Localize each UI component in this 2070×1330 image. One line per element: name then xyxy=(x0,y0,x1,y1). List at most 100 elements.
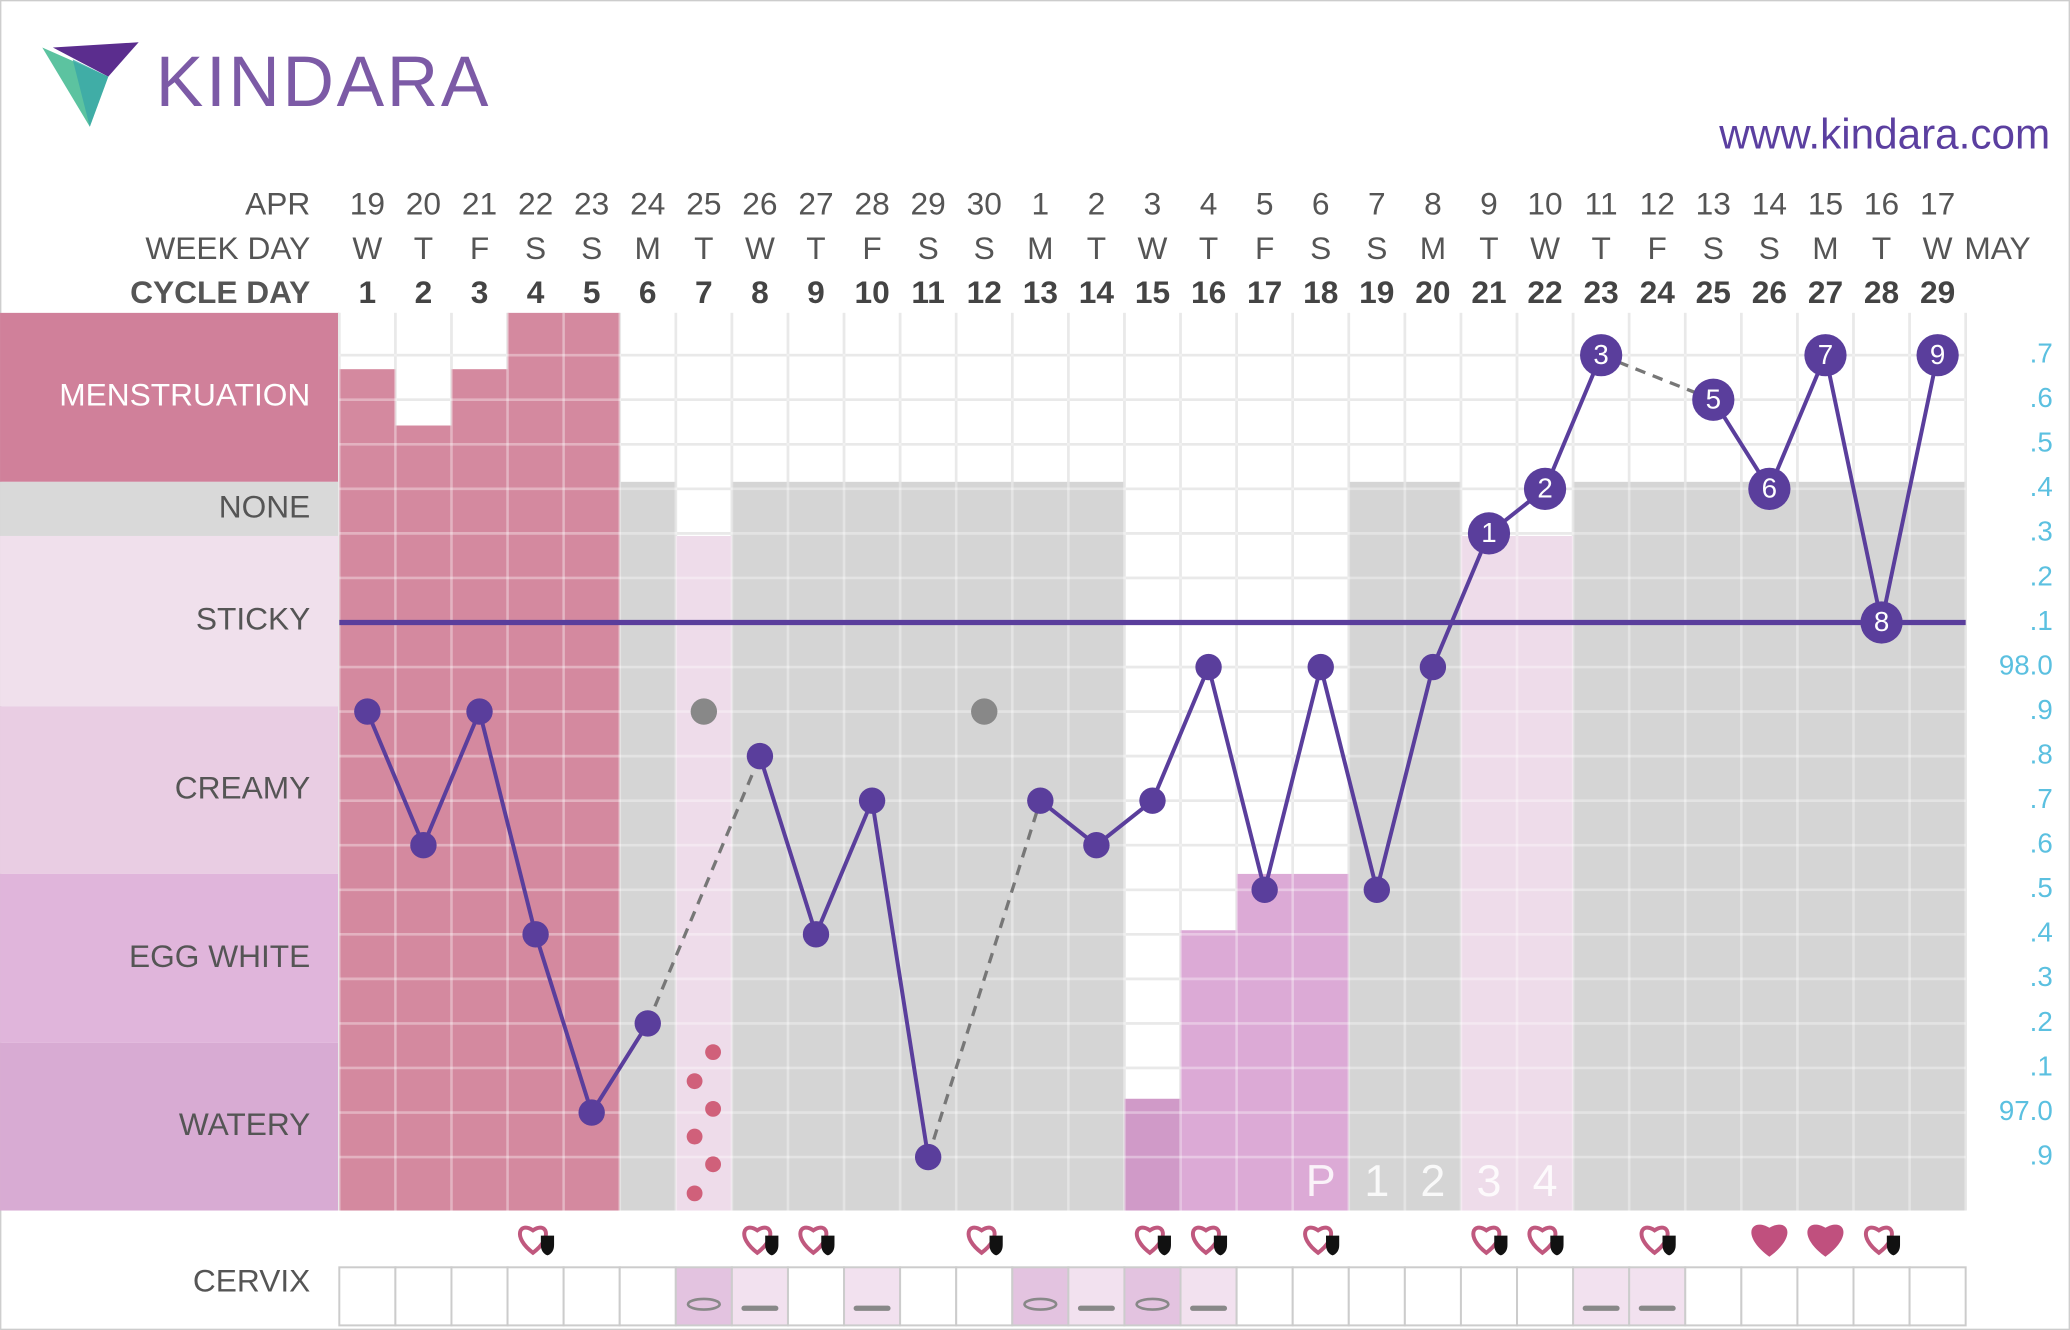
cervix-open xyxy=(686,1297,721,1311)
fluid-column xyxy=(1180,930,1237,1211)
y2-tick-label: 98.0 xyxy=(1999,649,2053,680)
date-header: APR xyxy=(245,185,310,221)
weekday-label: S xyxy=(1366,230,1387,266)
date-label: 6 xyxy=(1312,185,1330,221)
fluid-column xyxy=(1012,481,1069,1211)
date-label: 25 xyxy=(686,185,721,221)
cycle-day-label: 6 xyxy=(639,274,657,310)
intercourse-icon xyxy=(1191,1225,1228,1256)
spotting-dot xyxy=(686,1185,703,1202)
intercourse-icon xyxy=(1303,1225,1340,1256)
weekday-label: T xyxy=(1591,230,1610,266)
point-label: 8 xyxy=(1874,606,1889,637)
y2-tick-label: .7 xyxy=(2030,338,2053,369)
date-label: 16 xyxy=(1864,185,1899,221)
temperature-point xyxy=(1251,876,1278,903)
date-label: 30 xyxy=(967,185,1002,221)
weekday-label: S xyxy=(1703,230,1724,266)
y2-tick-label: .4 xyxy=(2030,917,2053,948)
cervix-cell xyxy=(618,1266,677,1327)
cervix-cell xyxy=(899,1266,958,1327)
fluid-column xyxy=(675,535,732,1211)
temperature-point xyxy=(1307,653,1334,681)
cervix-cell xyxy=(1852,1266,1911,1327)
y2-tick-label: .9 xyxy=(2030,694,2053,725)
intercourse-icon xyxy=(1471,1225,1508,1256)
cervix-cell xyxy=(1796,1266,1855,1327)
cervix-cell xyxy=(843,1266,902,1327)
date-label: 24 xyxy=(630,185,665,221)
date-label: 28 xyxy=(854,185,889,221)
fluid-column xyxy=(1460,535,1518,1211)
fluid-column xyxy=(1741,481,1798,1211)
weekday-label: S xyxy=(918,230,939,266)
temperature-point xyxy=(1860,601,1903,644)
y2-tick-label: .9 xyxy=(2030,1139,2053,1170)
date-label: 14 xyxy=(1752,185,1787,221)
protection xyxy=(1213,1235,1228,1256)
temperature-point xyxy=(410,832,437,859)
date-label: 26 xyxy=(742,185,777,221)
weekday-label: T xyxy=(414,230,433,266)
point-label: 3 xyxy=(1593,339,1608,370)
fluid-column xyxy=(563,312,620,1211)
y2-tick-label: .1 xyxy=(2030,1050,2053,1081)
weekday-label: M xyxy=(1812,230,1838,266)
cycle-day-label: 22 xyxy=(1527,274,1562,310)
cycle-day-label: 20 xyxy=(1415,274,1450,310)
fluid-column xyxy=(1797,481,1854,1211)
temperature-line xyxy=(758,755,931,1158)
date-label: 22 xyxy=(518,185,553,221)
intercourse-icon xyxy=(1807,1224,1844,1257)
website-url[interactable]: www.kindara.com xyxy=(1718,110,2050,157)
weekday-label: T xyxy=(1872,230,1891,266)
cycle-day-label: 19 xyxy=(1359,274,1394,310)
cycle-day-label: 11 xyxy=(911,274,944,310)
intercourse-icon xyxy=(798,1225,835,1256)
cervix-cell xyxy=(1684,1266,1743,1327)
temperature-point xyxy=(1748,467,1791,510)
intercourse-icon xyxy=(742,1225,779,1256)
weekday-label: S xyxy=(581,230,602,266)
y2-tick-label: .5 xyxy=(2030,427,2053,458)
temperature-bridge xyxy=(646,755,762,1025)
temperature-point xyxy=(578,1099,605,1126)
fluid-row-label: EGG WHITE xyxy=(129,938,310,974)
weekday-label: W xyxy=(352,230,382,266)
intercourse-icon xyxy=(518,1225,555,1256)
cervix-cell xyxy=(506,1266,565,1327)
weekday-label: M xyxy=(635,230,661,266)
date-label: 2 xyxy=(1088,185,1106,221)
fluid-row-band xyxy=(0,873,340,1043)
cycle-day-label: 16 xyxy=(1191,274,1226,310)
fluid-column xyxy=(1573,481,1630,1211)
protection xyxy=(765,1235,779,1256)
cycle-day-label: 2 xyxy=(415,274,433,310)
spotting-dot xyxy=(705,1100,721,1117)
date-label: 9 xyxy=(1480,185,1498,221)
cycle-day-label: 8 xyxy=(751,274,769,310)
logo: KINDARA xyxy=(42,42,488,127)
date-label: 3 xyxy=(1144,185,1162,221)
temperature-point xyxy=(1363,876,1391,903)
cycle-day-label: 14 xyxy=(1079,274,1115,310)
fluid-column xyxy=(339,369,396,1211)
cervix-cell xyxy=(955,1266,1014,1327)
fluid-column xyxy=(1517,535,1574,1211)
cycle-day-label: 29 xyxy=(1920,274,1955,310)
weekday-label: M xyxy=(1420,230,1446,266)
date-label: 15 xyxy=(1808,185,1843,221)
temperature-point xyxy=(1916,334,1959,377)
point-label: 5 xyxy=(1706,383,1721,414)
intercourse-icon xyxy=(1639,1225,1676,1256)
cervix-cell xyxy=(1123,1266,1182,1327)
cycle-day-label: 28 xyxy=(1864,274,1899,310)
cervix-cell xyxy=(1516,1266,1575,1327)
cycle-day-label: 21 xyxy=(1471,274,1506,310)
excluded-point xyxy=(690,698,718,725)
cervix-cell xyxy=(1403,1266,1462,1327)
cervix-cell xyxy=(1179,1266,1238,1327)
protection xyxy=(1494,1235,1508,1256)
peak-label: 2 xyxy=(1420,1155,1445,1206)
y2-tick-label: .3 xyxy=(2030,961,2053,992)
